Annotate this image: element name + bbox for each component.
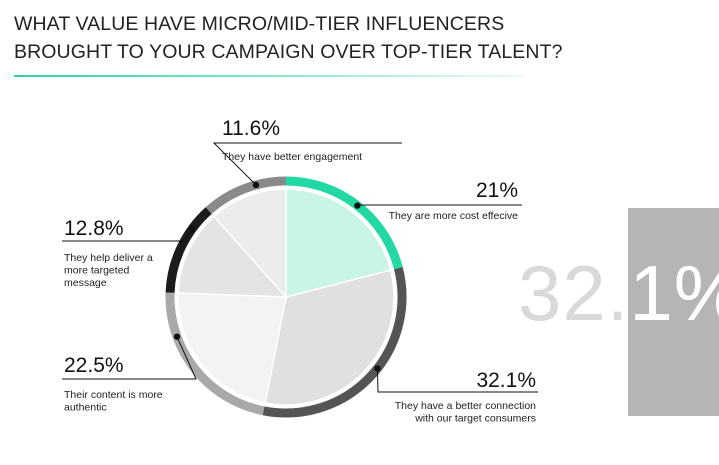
ring-they-help-deliver-a-more-targeted-message: [165, 207, 212, 293]
slice-they-help-deliver-a-more-targeted-message: [177, 215, 288, 298]
value-label: 12.8%: [64, 217, 124, 240]
highlight-number-white: 32.1%: [628, 249, 719, 337]
slice-they-have-a-better-connection-with-our-target-consumers: [264, 269, 395, 406]
category-label: They help deliver a: [64, 252, 153, 264]
title-line-2: BROUGHT TO YOUR CAMPAIGN OVER TOP-TIER T…: [14, 41, 563, 63]
value-label: 32.1%: [476, 369, 536, 392]
leader-line: [62, 228, 193, 242]
leader-line: [357, 204, 522, 207]
leader-dot: [188, 225, 196, 233]
chart-title: WHAT VALUE HAVE MICRO/MID-TIER INFLUENCE…: [14, 10, 574, 66]
leader-dot: [173, 333, 181, 340]
value-label: 22.5%: [64, 354, 124, 377]
ring-their-content-is-more-authentic: [165, 292, 265, 416]
slice-they-are-more-cost-effecive: [285, 188, 392, 298]
highlight-number-overlap: 32.1%: [628, 208, 719, 416]
callout-they-have-better-engagement: 11.6% They have better engagement: [212, 117, 402, 189]
category-label: authentic: [64, 402, 107, 414]
leader-dot: [354, 202, 361, 209]
category-label: more targeted: [64, 265, 130, 277]
category-label: They have better engagement: [222, 151, 362, 163]
category-label: message: [64, 277, 107, 289]
pie-callouts: 21% They are more cost effecive 32.1% They …: [62, 117, 538, 425]
category-label: They have a better connection: [395, 400, 536, 412]
leader-dot: [252, 181, 260, 189]
highlight-box: [628, 208, 719, 416]
title-underline: [14, 75, 524, 77]
highlight-number: 32.1%: [518, 249, 719, 337]
leader-line: [62, 336, 197, 380]
ring-they-have-a-better-connection-with-our-target-consumers: [262, 267, 407, 418]
ring-they-have-better-engagement: [205, 176, 287, 214]
category-label: with our target consumers: [414, 413, 536, 425]
slice-their-content-is-more-authentic: [177, 292, 287, 404]
leader-dot: [374, 365, 381, 372]
category-label: They are more cost effecive: [389, 210, 519, 222]
leader-line: [212, 142, 402, 186]
value-label: 11.6%: [222, 117, 280, 140]
title-line-1: WHAT VALUE HAVE MICRO/MID-TIER INFLUENCE…: [14, 13, 505, 35]
category-label: Their content is more: [64, 389, 163, 401]
leader-line: [376, 368, 538, 393]
callout-they-are-more-cost-effecive: 21% They are more cost effecive: [354, 179, 522, 222]
slice-they-have-better-engagement: [213, 188, 287, 299]
pie-slices: [177, 188, 395, 406]
value-label: 21%: [476, 179, 518, 202]
